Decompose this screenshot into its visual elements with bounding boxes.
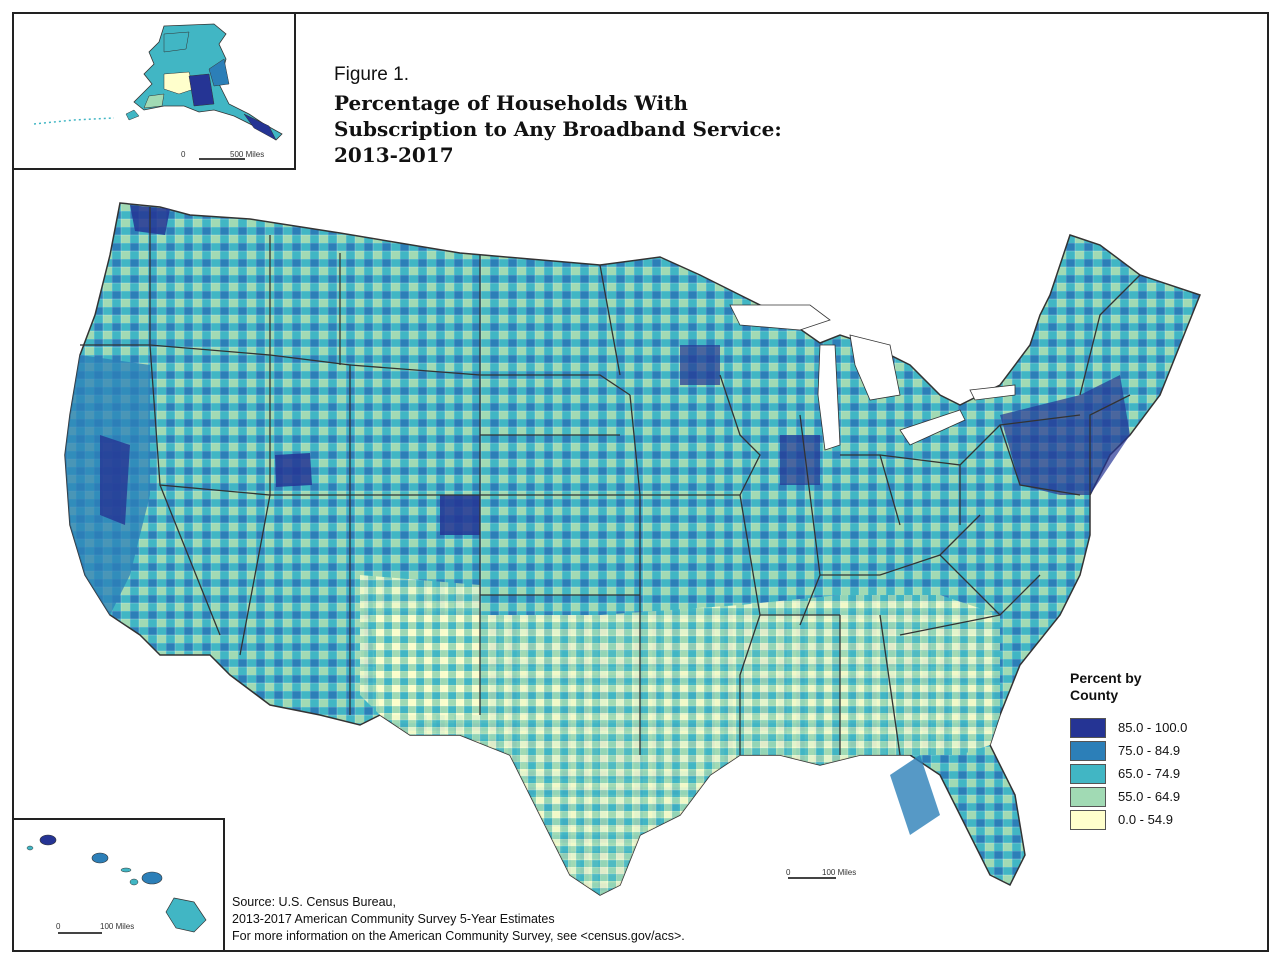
alaska-inset: 0 500 Miles — [12, 12, 296, 170]
legend-swatch — [1070, 809, 1106, 830]
state-borders — [80, 207, 1141, 756]
legend-title-line-1: Percent by — [1070, 670, 1142, 686]
main-scale-zero: 0 — [786, 868, 791, 877]
legend-title: Percent by County — [1070, 670, 1160, 704]
lake-ontario — [969, 384, 1016, 401]
legend-item: 85.0 - 100.0 — [1070, 716, 1250, 739]
title-line-3: 2013-2017 — [334, 143, 454, 167]
title-line-1: Percentage of Households With — [334, 91, 688, 115]
contiguous-us-map — [64, 202, 1201, 896]
legend-swatch — [1070, 717, 1106, 738]
legend-item: 75.0 - 84.9 — [1070, 739, 1250, 762]
source-line-3: For more information on the American Com… — [232, 929, 685, 943]
legend-swatch — [1070, 786, 1106, 807]
hawaii-map — [26, 834, 207, 933]
lake-michigan — [817, 344, 841, 451]
main-scale-distance: 100 Miles — [822, 868, 857, 877]
hawaii-scale-bar — [58, 932, 102, 934]
legend-label: 75.0 - 84.9 — [1118, 743, 1181, 758]
title-line-2: Subscription to Any Broadband Service: — [334, 117, 782, 141]
northeast-region — [1000, 375, 1130, 495]
hawaii-inset: 0 100 Miles — [12, 818, 225, 952]
legend-swatch — [1070, 763, 1106, 784]
legend-label: 0.0 - 54.9 — [1118, 812, 1173, 827]
source-line-1: Source: U.S. Census Bureau, — [232, 895, 396, 909]
source-line-2: 2013-2017 American Community Survey 5-Ye… — [232, 912, 555, 926]
legend-item: 55.0 - 64.9 — [1070, 785, 1250, 808]
hawaii-scale-distance: 100 Miles — [100, 922, 135, 931]
lake-huron — [849, 334, 901, 401]
map-frame — [12, 12, 1269, 952]
alaska-map — [33, 23, 283, 141]
lake-erie — [899, 409, 966, 446]
legend-item: 65.0 - 74.9 — [1070, 762, 1250, 785]
hawaii-scale-zero: 0 — [56, 922, 61, 931]
legend-title-line-2: County — [1070, 687, 1119, 703]
south-region — [370, 595, 1000, 895]
legend-label: 65.0 - 74.9 — [1118, 766, 1181, 781]
alaska-scale-distance: 500 Miles — [230, 150, 265, 159]
map-title: Percentage of Households With Subscripti… — [334, 90, 782, 168]
main-scale-bar — [788, 877, 836, 879]
new-mexico-region — [360, 575, 480, 715]
source-note: Source: U.S. Census Bureau, 2013-2017 Am… — [232, 894, 685, 945]
legend-label: 85.0 - 100.0 — [1118, 720, 1188, 735]
legend-item: 0.0 - 54.9 — [1070, 808, 1250, 831]
alaska-scale-zero: 0 — [181, 150, 186, 159]
legend: Percent by County 85.0 - 100.0 75.0 - 84… — [1070, 670, 1250, 831]
lake-superior — [729, 304, 831, 331]
alaska-scale-bar — [199, 158, 245, 160]
figure-label: Figure 1. — [334, 64, 409, 85]
legend-swatch — [1070, 740, 1106, 761]
legend-label: 55.0 - 64.9 — [1118, 789, 1181, 804]
